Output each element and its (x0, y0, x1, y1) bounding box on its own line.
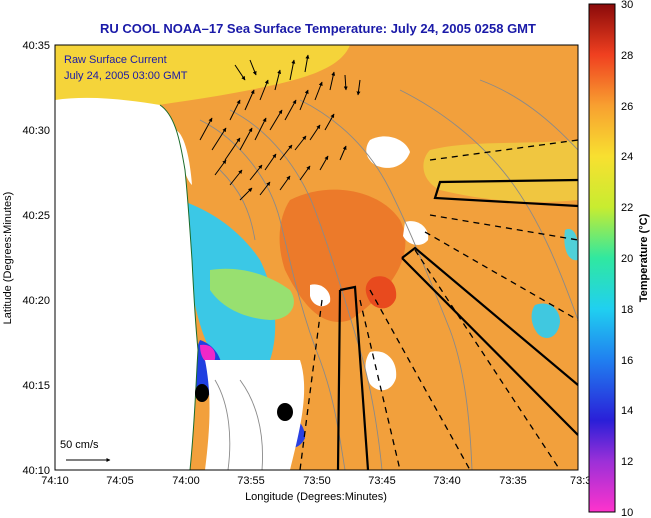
temperature-colorbar: 30 28 26 24 22 20 18 16 14 12 10 Tempera… (588, 0, 650, 518)
x-tick-label: 73:40 (433, 475, 461, 487)
colorbar-tick-label: 16 (621, 355, 633, 367)
colorbar-tick-label: 20 (621, 253, 633, 265)
figure-title: RU COOL NOAA–17 Sea Surface Temperature:… (100, 21, 536, 36)
map-frame (54, 44, 579, 471)
colorbar-tick-label: 26 (621, 101, 633, 113)
x-tick-label: 74:00 (172, 475, 200, 487)
mooring-marker-1 (195, 384, 209, 402)
mooring-marker-2 (277, 403, 293, 421)
sst-map-panel (55, 45, 578, 470)
colorbar-gradient (588, 3, 616, 513)
x-axis-label: Longitude (Degrees:Minutes) (245, 491, 387, 503)
surface-current-vectors (199, 54, 361, 201)
mid-green-patch (210, 268, 294, 320)
cloud-patch-3 (365, 351, 397, 391)
yellow-band-east (423, 140, 578, 202)
scale-arrow-label: 50 cm/s (60, 439, 99, 451)
sampling-boxes (336, 178, 578, 470)
x-tick-label: 73:50 (303, 475, 331, 487)
x-tick-label: 73:45 (368, 475, 396, 487)
y-axis-label: Latitude (Degrees:Minutes) (2, 192, 14, 325)
colorbar-tick-label: 14 (621, 405, 633, 417)
current-annotation-line1: Raw Surface Current (64, 54, 167, 66)
current-annotation-line2: July 24, 2005 03:00 GMT (64, 70, 188, 82)
y-tick-label: 40:10 (22, 465, 50, 477)
x-tick-label: 73:55 (237, 475, 265, 487)
x-tick-label: 74:05 (106, 475, 134, 487)
land-mass (55, 97, 198, 470)
colorbar-tick-label: 24 (621, 151, 633, 163)
colorbar-tick-label: 10 (621, 507, 633, 518)
x-tick-label: 73:3 (570, 475, 591, 487)
cloud-patch-2 (403, 221, 429, 245)
cool-east-patch (531, 303, 560, 338)
colorbar-tick-label: 18 (621, 304, 633, 316)
colorbar-tick-label: 28 (621, 50, 633, 62)
cool-far-east-patch (564, 229, 578, 261)
x-axis-ticks: 74:10 74:05 74:00 73:55 73:50 73:45 73:4… (41, 475, 591, 487)
y-axis-ticks: 40:35 40:30 40:25 40:20 40:15 40:10 (22, 40, 50, 477)
y-tick-label: 40:15 (22, 380, 50, 392)
colorbar-label: Temperature (°C) (638, 213, 650, 302)
y-tick-label: 40:20 (22, 295, 50, 307)
colorbar-tick-label: 22 (621, 202, 633, 214)
cloud-patch-5 (80, 158, 102, 180)
colorbar-tick-label: 30 (621, 0, 633, 11)
sampling-wedge-dashed (299, 139, 578, 470)
coldest-patch-1 (200, 344, 216, 364)
x-tick-label: 74:10 (41, 475, 69, 487)
y-tick-label: 40:25 (22, 210, 50, 222)
cloud-patch-1 (366, 136, 410, 168)
x-tick-label: 73:35 (499, 475, 527, 487)
y-tick-label: 40:35 (22, 40, 50, 52)
bathymetry-contours (199, 79, 578, 470)
hot-spot-region (365, 276, 397, 309)
cloud-patch-4 (310, 284, 331, 307)
colorbar-tick-label: 12 (621, 456, 633, 468)
coastline (159, 104, 199, 470)
y-tick-label: 40:30 (22, 125, 50, 137)
